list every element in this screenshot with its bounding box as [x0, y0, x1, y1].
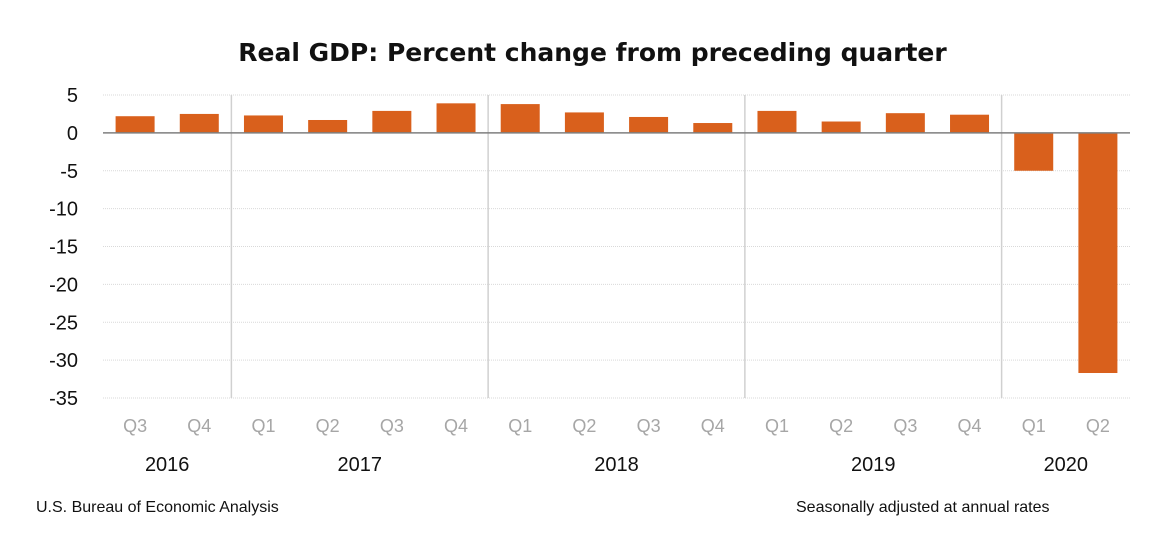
- source-note: U.S. Bureau of Economic Analysis: [36, 499, 279, 516]
- bar: [693, 123, 733, 133]
- quarter-label: Q4: [701, 416, 725, 436]
- bar: [757, 110, 797, 133]
- bar: [1014, 132, 1054, 171]
- quarter-label: Q1: [765, 416, 789, 436]
- y-tick-label: -5: [60, 161, 78, 183]
- year-label: 2017: [338, 454, 383, 476]
- quarter-label: Q3: [637, 416, 661, 436]
- bar: [1078, 132, 1118, 374]
- quarter-label: Q1: [508, 416, 532, 436]
- y-tick-label: -20: [49, 274, 78, 296]
- bar: [500, 104, 540, 133]
- bar: [950, 114, 990, 133]
- bar: [821, 121, 861, 133]
- quarter-label: Q2: [829, 416, 853, 436]
- bar: [243, 115, 283, 133]
- quarter-label: Q3: [893, 416, 917, 436]
- quarter-label: Q2: [572, 416, 596, 436]
- y-tick-label: -15: [49, 237, 78, 259]
- bar: [372, 110, 412, 133]
- quarter-label: Q1: [1022, 416, 1046, 436]
- bar: [115, 116, 155, 133]
- quarter-label: Q1: [251, 416, 275, 436]
- bar: [885, 113, 925, 133]
- y-tick-label: 0: [67, 123, 78, 145]
- y-tick-label: -30: [49, 350, 78, 372]
- y-tick-label: -25: [49, 312, 78, 334]
- quarter-label: Q3: [380, 416, 404, 436]
- quarter-label: Q4: [187, 416, 211, 436]
- quarter-label: Q2: [1086, 416, 1110, 436]
- quarter-label: Q2: [316, 416, 340, 436]
- chart-title: Real GDP: Percent change from preceding …: [238, 38, 947, 67]
- quarter-label: Q4: [958, 416, 982, 436]
- y-tick-label: 5: [67, 85, 78, 107]
- year-label: 2018: [594, 454, 639, 476]
- y-tick-label: -35: [49, 388, 78, 410]
- bar: [629, 116, 669, 133]
- quarter-label: Q4: [444, 416, 468, 436]
- y-tick-label: -10: [49, 199, 78, 221]
- bar: [436, 103, 476, 133]
- year-label: 2019: [851, 454, 896, 476]
- quarter-label: Q3: [123, 416, 147, 436]
- seasonal-adjustment-note: Seasonally adjusted at annual rates: [796, 499, 1050, 516]
- year-label: 2020: [1044, 454, 1089, 476]
- bar: [179, 113, 219, 133]
- year-label: 2016: [145, 454, 190, 476]
- bar: [308, 119, 348, 133]
- bar: [564, 112, 604, 133]
